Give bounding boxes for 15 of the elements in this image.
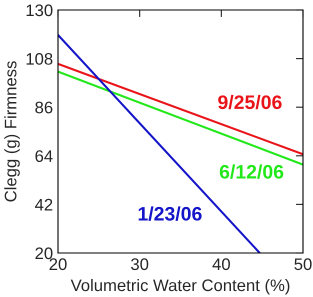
x-tick-label: 50 (294, 258, 312, 270)
series-label: 9/25/06 (218, 94, 282, 110)
y-tick-label: 20 (35, 247, 52, 260)
x-tick-label: 30 (131, 258, 148, 270)
y-tick-label: 64 (35, 150, 53, 162)
y-tick-label: 130 (26, 4, 52, 16)
y-tick-label: 108 (26, 53, 52, 65)
x-tick-label: 20 (50, 258, 67, 270)
series-label: 6/12/06 (220, 164, 284, 179)
x-tick-label: 40 (212, 258, 230, 270)
series-label: 1/23/06 (138, 206, 202, 221)
y-axis-title: Clegg (g) Firmness (4, 61, 20, 202)
y-tick-label: 42 (34, 198, 52, 210)
y-tick-label: 86 (35, 102, 52, 114)
x-axis-title: Volumetric Water Content (%) (70, 278, 290, 294)
